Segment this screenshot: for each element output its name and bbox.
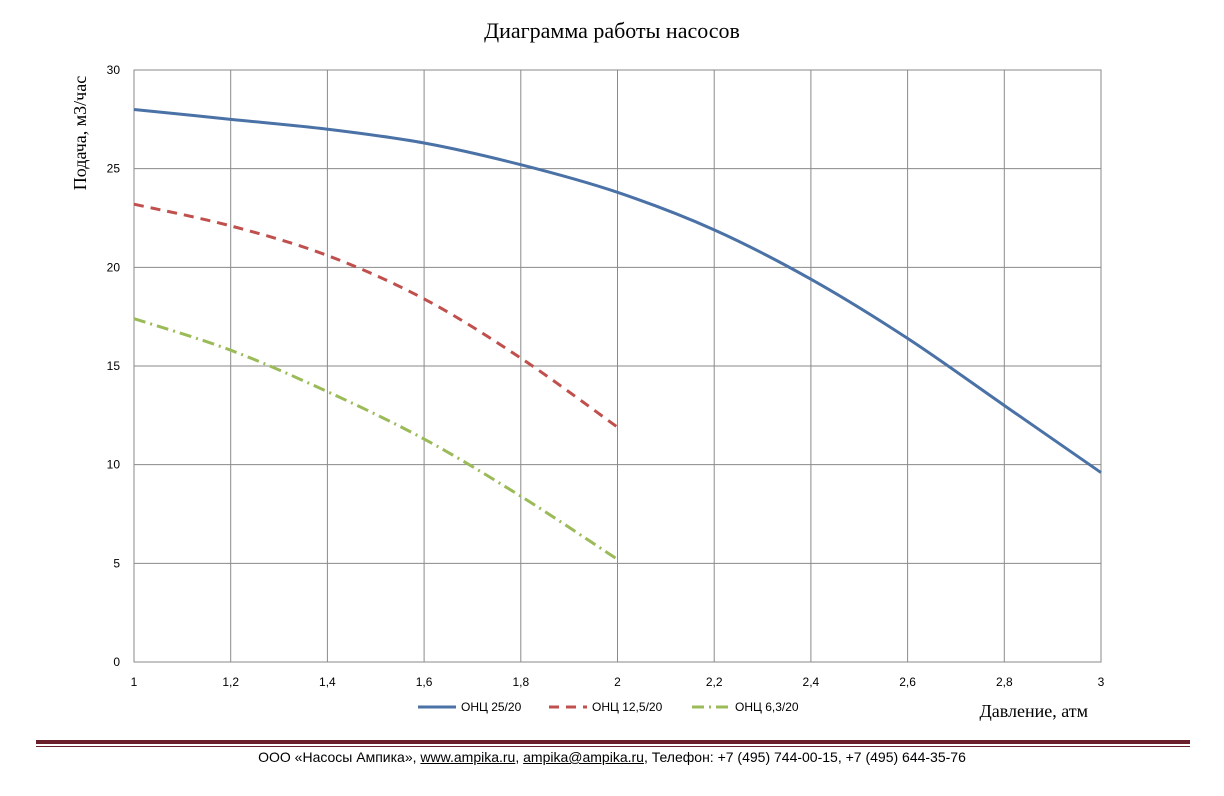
footer-company: ООО «Насосы Ампика», [258,749,421,765]
legend-label-1: ОНЦ 25/20 [461,700,522,714]
y-axis-label: Подача, м3/час [70,76,90,190]
x-axis-label: Давление, атм [979,701,1088,721]
series-line-1 [133,107,1102,474]
x-tick-label: 1,8 [512,675,529,689]
pump-chart: Диаграмма работы насосов 1 1,2 1,4 1,6 1,8 2 2… [70,18,1105,721]
x-tick-label: 1,2 [222,675,239,689]
x-tick-label: 1,6 [416,675,433,689]
y-axis-ticks: 0 5 10 15 20 25 30 [107,63,121,669]
footer-divider-thick [36,740,1190,744]
y-tick-label: 20 [107,260,121,274]
x-tick-label: 1,4 [319,675,336,689]
chart-title: Диаграмма работы насосов [484,18,740,43]
series-line-3 [133,317,619,561]
y-tick-label: 0 [113,655,120,669]
y-tick-label: 25 [107,162,121,176]
legend-label-3: ОНЦ 6,3/20 [735,700,799,714]
footer-email-link[interactable]: ampika@ampika.ru [523,749,644,765]
footer-divider-thin [36,746,1190,747]
y-tick-label: 15 [107,359,121,373]
y-tick-label: 30 [107,63,121,77]
x-tick-label: 1 [131,675,138,689]
x-tick-label: 2,2 [706,675,723,689]
footer-phones: , Телефон: +7 (495) 744-00-15, +7 (495) … [643,749,966,765]
y-tick-label: 5 [113,556,120,570]
grid [133,69,1102,663]
footer: ООО «Насосы Ампика», www.ampika.ru, ampi… [0,749,1224,765]
x-tick-label: 2,4 [803,675,820,689]
series-layer [133,107,1102,561]
footer-website-link[interactable]: www.ampika.ru [420,749,516,765]
y-tick-label: 10 [107,458,121,472]
x-tick-label: 2 [614,675,621,689]
series-line-2 [133,202,619,429]
x-tick-label: 2,6 [899,675,916,689]
x-tick-label: 3 [1098,675,1105,689]
x-tick-label: 2,8 [996,675,1013,689]
legend: ОНЦ 25/20 ОНЦ 12,5/20 ОНЦ 6,3/20 [418,700,799,714]
footer-separator: , [515,749,524,765]
x-axis-ticks: 1 1,2 1,4 1,6 1,8 2 2,2 2,4 2,6 2,8 3 [131,675,1105,689]
legend-label-2: ОНЦ 12,5/20 [592,700,663,714]
